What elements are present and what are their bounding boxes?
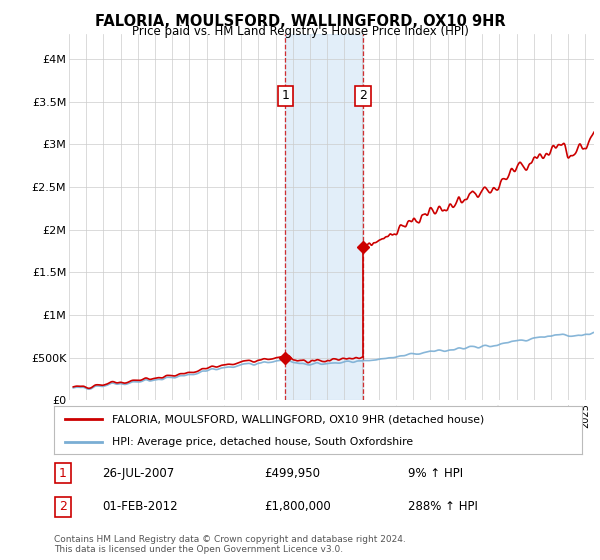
Text: 1: 1 — [59, 466, 67, 480]
Text: Contains HM Land Registry data © Crown copyright and database right 2024.
This d: Contains HM Land Registry data © Crown c… — [54, 535, 406, 554]
Text: FALORIA, MOULSFORD, WALLINGFORD, OX10 9HR: FALORIA, MOULSFORD, WALLINGFORD, OX10 9H… — [95, 14, 505, 29]
Text: 2: 2 — [359, 90, 367, 102]
Text: 26-JUL-2007: 26-JUL-2007 — [102, 466, 174, 480]
Text: 9% ↑ HPI: 9% ↑ HPI — [408, 466, 463, 480]
Text: FALORIA, MOULSFORD, WALLINGFORD, OX10 9HR (detached house): FALORIA, MOULSFORD, WALLINGFORD, OX10 9H… — [112, 414, 484, 424]
Text: 2: 2 — [59, 500, 67, 514]
Text: £499,950: £499,950 — [264, 466, 320, 480]
Text: £1,800,000: £1,800,000 — [264, 500, 331, 514]
Text: 1: 1 — [281, 90, 289, 102]
Text: Price paid vs. HM Land Registry's House Price Index (HPI): Price paid vs. HM Land Registry's House … — [131, 25, 469, 38]
Bar — [286, 34, 363, 400]
Text: 288% ↑ HPI: 288% ↑ HPI — [408, 500, 478, 514]
Text: HPI: Average price, detached house, South Oxfordshire: HPI: Average price, detached house, Sout… — [112, 437, 413, 447]
Text: 01-FEB-2012: 01-FEB-2012 — [102, 500, 178, 514]
